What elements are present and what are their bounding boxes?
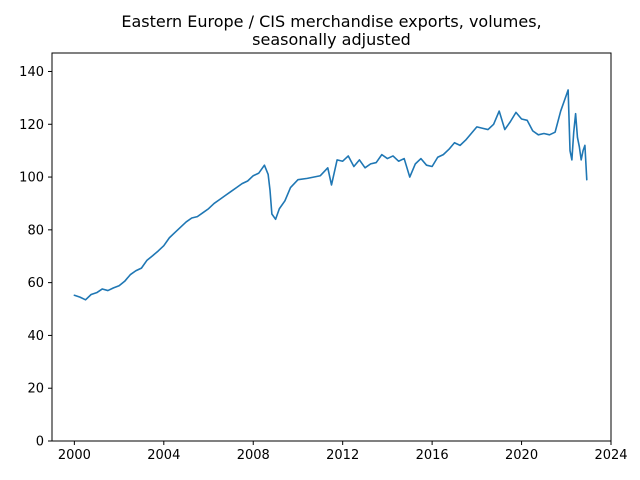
chart-title-line: Eastern Europe / CIS merchandise exports…: [121, 12, 541, 31]
axes: 2000 2004 2008 2012 2016 2020 2024 0 20 40 60 80 100…: [19, 52, 628, 463]
y-tick-label: 100: [19, 171, 44, 186]
y-tick-label: 20: [27, 382, 44, 397]
y-tick-label: 80: [27, 223, 44, 238]
chart-title: Eastern Europe / CIS merchandise exports…: [121, 12, 541, 49]
x-tick-label: 2000: [58, 448, 91, 463]
x-tick-label: 2020: [505, 448, 538, 463]
x-tick-label: 2008: [237, 448, 270, 463]
series-line: [73, 89, 588, 301]
y-tick-label: 0: [36, 435, 44, 450]
chart-title-line: seasonally adjusted: [252, 30, 411, 49]
series-layer: [73, 89, 588, 301]
y-tick-label: 120: [19, 118, 44, 133]
x-tick-label: 2016: [416, 448, 449, 463]
y-tick-label: 40: [27, 329, 44, 344]
y-tick-label: 140: [19, 65, 44, 80]
plot-frame: [51, 52, 612, 442]
y-tick-label: 60: [27, 276, 44, 291]
x-tick-label: 2024: [594, 448, 627, 463]
x-tick-label: 2012: [326, 448, 359, 463]
x-tick-label: 2004: [147, 448, 180, 463]
